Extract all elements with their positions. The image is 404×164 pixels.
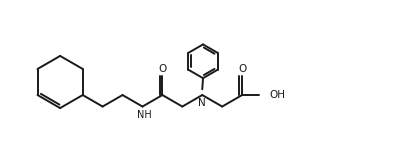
Text: O: O bbox=[238, 64, 246, 74]
Text: NH: NH bbox=[137, 110, 152, 120]
Text: OH: OH bbox=[269, 90, 285, 100]
Text: O: O bbox=[158, 64, 166, 74]
Text: N: N bbox=[198, 98, 206, 108]
